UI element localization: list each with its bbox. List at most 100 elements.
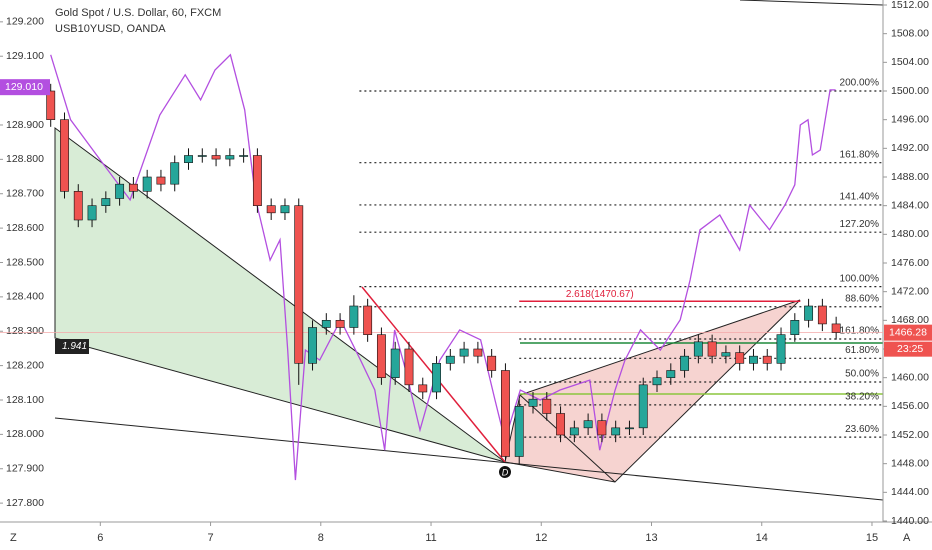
compare-line — [50, 53, 836, 481]
x-tick-label: 7 — [207, 532, 213, 544]
candle-body — [404, 348, 414, 386]
y-tick-label: 1468.00 — [891, 314, 929, 326]
candle-body — [459, 348, 469, 357]
compare-title: USB10YUSD, OANDA — [55, 23, 166, 35]
candle-body — [363, 305, 373, 335]
x-tick-label: 15 — [866, 532, 878, 544]
candle-body — [680, 355, 690, 371]
y2-tick-label: 128.900 — [6, 119, 44, 131]
y2-tick-label: 128.200 — [6, 359, 44, 371]
y-tick-label: 1512.00 — [891, 0, 929, 11]
y2-tick-label: 128.500 — [6, 256, 44, 268]
y2-tick-label: 128.000 — [6, 428, 44, 440]
y-tick-label: 1476.00 — [891, 257, 929, 269]
x-tick-label: 12 — [535, 532, 547, 544]
y2-tick-label: 128.700 — [6, 188, 44, 200]
candle-body — [611, 427, 621, 436]
candle-body — [542, 398, 552, 414]
fib-label: 61.80% — [845, 345, 879, 356]
candle-body — [693, 341, 703, 357]
candle-body — [321, 320, 331, 328]
ratio-label: 1.941 — [62, 341, 87, 352]
y2-tick-label: 129.200 — [6, 16, 44, 28]
candle-body — [762, 355, 772, 364]
candle-body — [266, 205, 276, 214]
y-tick-label: 1488.00 — [891, 171, 929, 183]
symbol-title: Gold Spot / U.S. Dollar, 60, FXCM — [55, 7, 221, 19]
compare-badge — [0, 79, 50, 96]
fib-label: 161.80% — [840, 149, 880, 160]
candle-body — [128, 183, 138, 192]
candle-body — [445, 355, 455, 364]
candle-body — [418, 384, 428, 393]
ratio-badge — [55, 339, 89, 354]
candle-body — [252, 155, 262, 206]
point-marker — [499, 466, 511, 478]
fib-label: 200.00% — [840, 78, 880, 89]
candle-body — [115, 183, 125, 199]
y2-tick-label: 128.100 — [6, 394, 44, 406]
candle-body — [156, 176, 166, 185]
candle-body — [73, 191, 83, 221]
corner-label[interactable]: Z — [10, 532, 17, 544]
fib-label: 100.00% — [840, 273, 880, 284]
x-tick-label: 8 — [318, 532, 324, 544]
candle-body — [652, 377, 662, 386]
y2-tick-label: 129.100 — [6, 50, 44, 62]
candle-body — [556, 413, 565, 436]
candle-body — [170, 162, 180, 185]
compare-badge-label: 129.010 — [5, 81, 43, 93]
y-tick-label: 1448.00 — [891, 457, 929, 469]
x-tick-label: 13 — [645, 532, 657, 544]
x-tick-label: 11 — [425, 532, 436, 544]
candle-body — [831, 323, 841, 333]
candle-body — [308, 327, 317, 364]
x-tick-label: 14 — [756, 532, 768, 544]
candle-body — [638, 384, 648, 429]
y-tick-label: 1452.00 — [891, 429, 929, 441]
countdown-label: 23:25 — [897, 343, 923, 355]
fib-label: 23.60% — [845, 424, 879, 435]
fib-label: 38.20% — [845, 392, 879, 403]
candle-body — [142, 176, 152, 192]
candle-body — [432, 363, 441, 393]
y-tick-label: 1500.00 — [891, 85, 929, 97]
candle-body — [211, 155, 221, 160]
candle-body — [60, 119, 69, 192]
candle-body — [790, 320, 800, 335]
y-tick-label: 1480.00 — [891, 228, 929, 240]
fib-label: 127.20% — [840, 219, 880, 230]
candle-body — [46, 90, 56, 120]
candle-body — [514, 406, 524, 457]
y-tick-label: 1496.00 — [891, 113, 929, 125]
candle-body — [707, 341, 717, 357]
target-label: 2.618(1470.67) — [566, 289, 634, 300]
fib-label: 141.40% — [840, 192, 880, 203]
pattern-xabcd — [54, 127, 506, 463]
y-tick-label: 1444.00 — [891, 486, 929, 498]
point-label: D — [502, 467, 509, 477]
candle-body — [666, 370, 676, 378]
trend-line — [54, 417, 884, 501]
candle-body — [583, 420, 593, 429]
y-tick-label: 1504.00 — [891, 56, 929, 68]
candle-body — [528, 398, 538, 407]
y2-tick-label: 127.900 — [6, 463, 44, 475]
corner-label[interactable]: A — [903, 532, 911, 544]
countdown-badge — [884, 341, 932, 357]
candle-body — [87, 205, 97, 221]
candle-body — [749, 355, 758, 364]
candle-body — [804, 305, 814, 321]
y2-tick-label: 128.600 — [6, 222, 44, 234]
candle-body — [280, 205, 290, 214]
trend-line — [739, 0, 884, 6]
candle-body — [349, 305, 359, 328]
price-badge — [884, 324, 932, 341]
y-tick-label: 1508.00 — [891, 27, 929, 39]
candle-body — [197, 155, 207, 157]
y2-tick-label: 128.400 — [6, 291, 44, 303]
y2-tick-label: 128.800 — [6, 153, 44, 165]
candle-body — [390, 348, 400, 378]
candle-body — [335, 320, 345, 328]
